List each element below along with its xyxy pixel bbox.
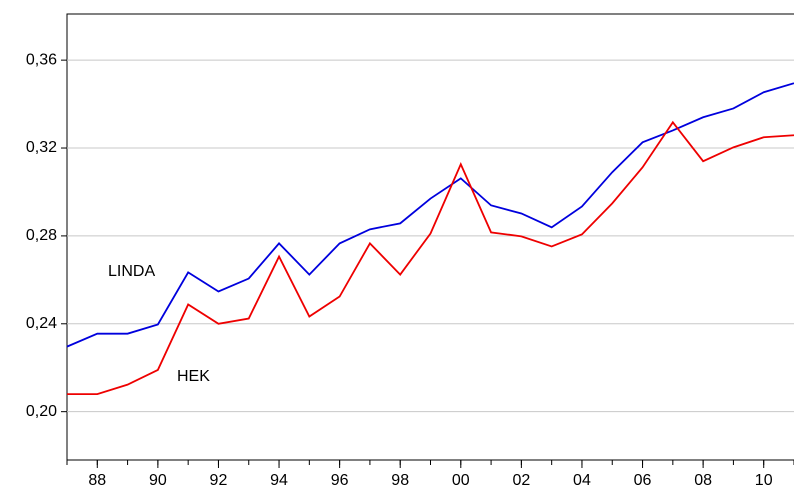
x-tick-label: 90 [149,472,167,488]
x-tick-label: 00 [452,472,470,488]
y-tick-label: 0,20 [26,403,57,420]
x-tick-label: 06 [634,472,652,488]
series-label: HEK [177,368,210,385]
x-tick-label: 04 [573,472,591,488]
series-line [67,120,794,395]
x-tick-label: 10 [755,472,773,488]
series-line [66,82,794,348]
x-tick-label: 88 [88,472,106,488]
x-tick-label: 98 [391,472,409,488]
x-tick-label: 92 [210,472,228,488]
x-tick-label: 96 [331,472,349,488]
y-tick-label: 0,24 [26,315,57,332]
x-tick-label: 94 [270,472,288,488]
plot-frame [66,13,794,461]
x-tick-label: 08 [694,472,712,488]
y-tick-label: 0,32 [26,139,57,156]
x-tick-label: 02 [512,472,530,488]
y-tick-label: 0,28 [26,227,57,244]
y-tick-label: 0,36 [26,51,57,68]
series-label: LINDA [108,263,155,280]
